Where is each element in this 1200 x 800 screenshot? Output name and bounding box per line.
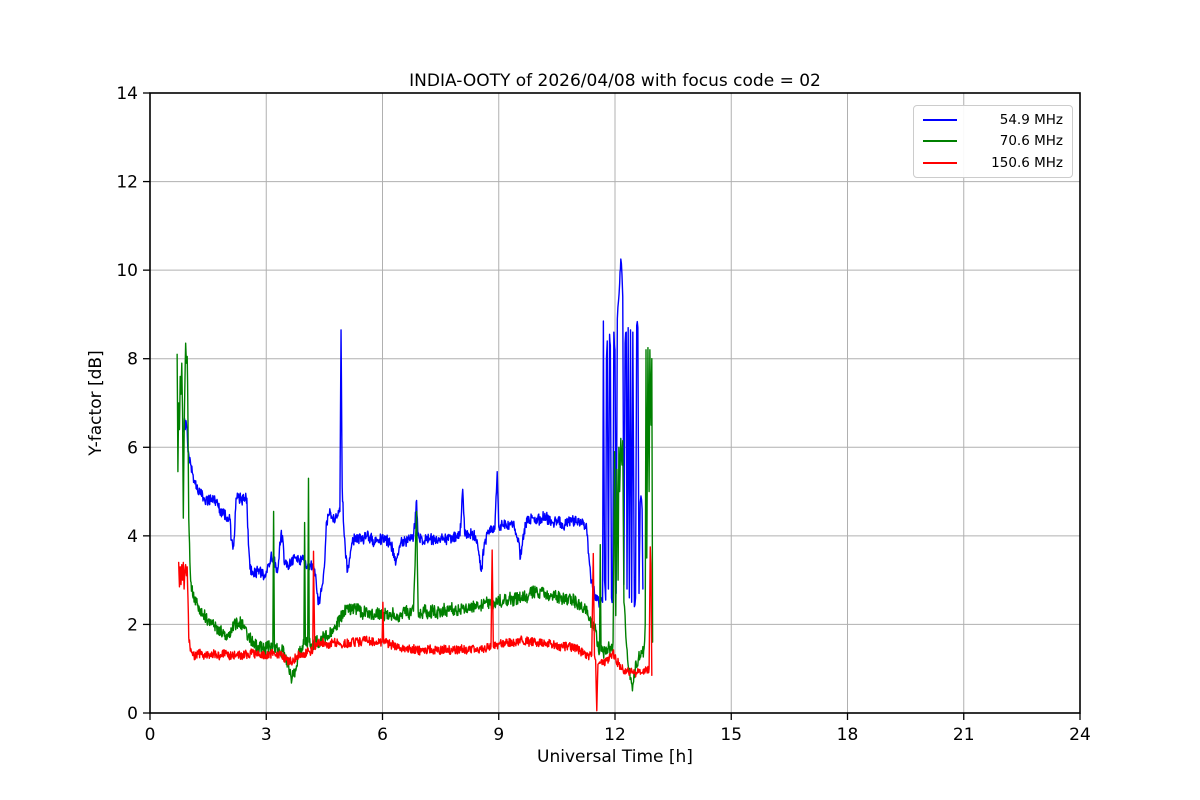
legend-label: 150.6 MHz (991, 155, 1063, 172)
legend-label: 54.9 MHz (999, 111, 1063, 128)
x-tick-label: 21 (953, 725, 975, 745)
series-line-54-9-mhz (183, 258, 644, 608)
y-tick-label: 0 (127, 704, 138, 724)
y-tick-label: 14 (116, 84, 138, 104)
y-axis-label: Y-factor [dB] (86, 350, 106, 456)
y-tick-label: 12 (116, 173, 138, 193)
x-tick-label: 24 (1069, 725, 1091, 745)
y-tick-label: 4 (127, 527, 138, 547)
legend-entry-70-6-mhz: 70.6 MHz (923, 131, 1063, 151)
x-tick-label: 9 (493, 725, 504, 745)
series-layer (176, 258, 654, 712)
chart-title: INDIA-OOTY of 2026/04/08 with focus code… (409, 71, 821, 91)
x-tick-label: 15 (720, 725, 742, 745)
x-tick-label: 12 (604, 725, 626, 745)
x-tick-label: 6 (377, 725, 388, 745)
series-line-70-6-mhz (176, 342, 654, 692)
y-tick-label: 8 (127, 350, 138, 370)
legend-line-sample-red (923, 162, 957, 165)
y-tick-label: 10 (116, 261, 138, 281)
legend-line-sample-green (923, 140, 957, 143)
x-tick-label: 0 (145, 725, 156, 745)
x-tick-label: 18 (837, 725, 859, 745)
x-axis-label: Universal Time [h] (537, 747, 693, 767)
y-tick-label: 6 (127, 438, 138, 458)
legend: 54.9 MHz 70.6 MHz 150.6 MHz (913, 105, 1073, 178)
legend-entry-54-9-mhz: 54.9 MHz (923, 110, 1063, 130)
series-line-150-6-mhz (177, 546, 653, 712)
legend-label: 70.6 MHz (999, 133, 1063, 150)
x-tick-label: 3 (261, 725, 272, 745)
legend-line-sample-blue (923, 118, 957, 121)
y-tick-label: 2 (127, 615, 138, 635)
legend-entry-150-6-mhz: 150.6 MHz (923, 153, 1063, 173)
